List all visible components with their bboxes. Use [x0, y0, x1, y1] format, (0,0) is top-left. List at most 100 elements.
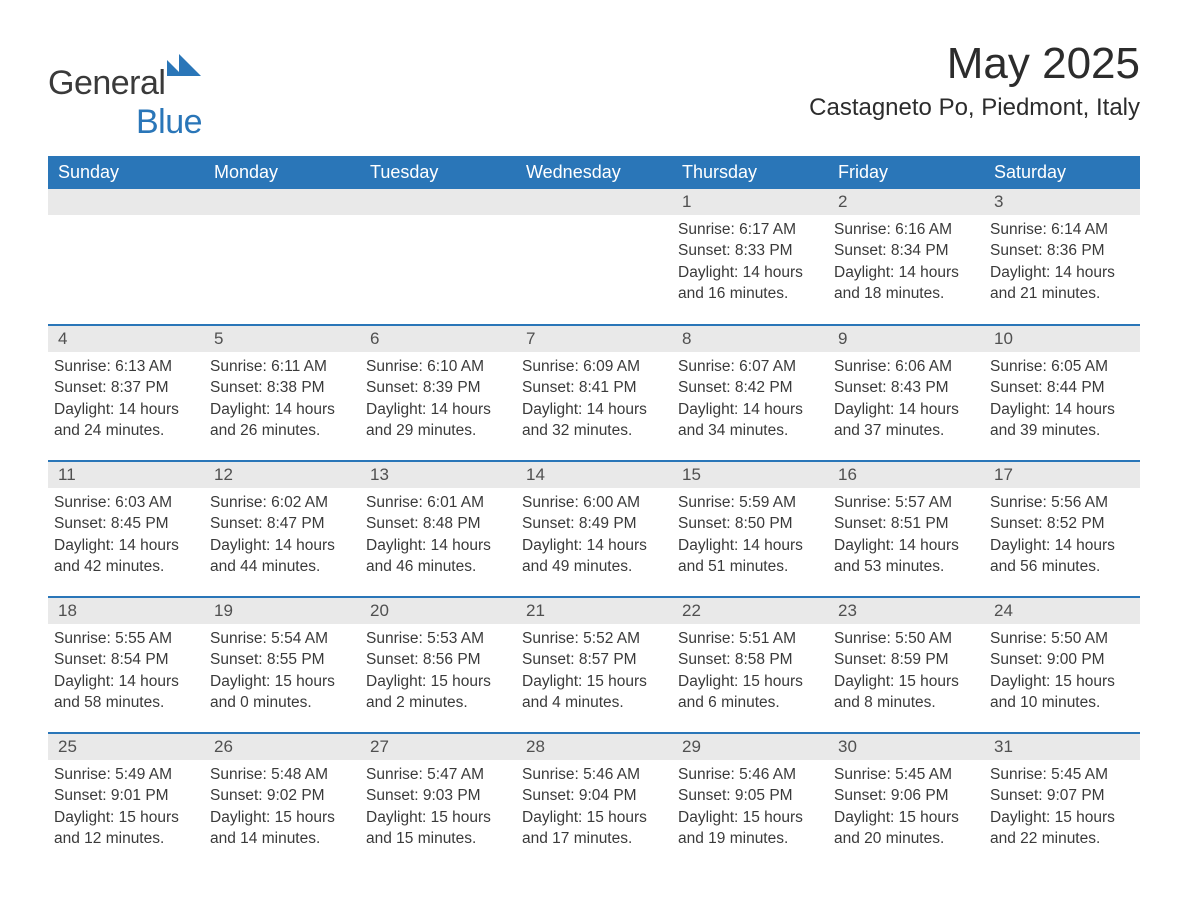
day-details: Sunrise: 5:46 AMSunset: 9:04 PMDaylight:…	[522, 764, 666, 850]
sunrise-line: Sunrise: 5:57 AM	[834, 492, 978, 513]
calendar-cell: 19Sunrise: 5:54 AMSunset: 8:55 PMDayligh…	[204, 597, 360, 733]
day-number: 18	[48, 598, 204, 624]
day-details: Sunrise: 5:47 AMSunset: 9:03 PMDaylight:…	[366, 764, 510, 850]
calendar-week-row: 4Sunrise: 6:13 AMSunset: 8:37 PMDaylight…	[48, 325, 1140, 461]
calendar-cell: 4Sunrise: 6:13 AMSunset: 8:37 PMDaylight…	[48, 325, 204, 461]
day-number: 3	[984, 189, 1140, 215]
sunset-line: Sunset: 8:54 PM	[54, 649, 198, 670]
sunset-line: Sunset: 8:57 PM	[522, 649, 666, 670]
calendar-header-row: Sunday Monday Tuesday Wednesday Thursday…	[48, 156, 1140, 189]
sunrise-line: Sunrise: 5:46 AM	[522, 764, 666, 785]
sunset-line: Sunset: 8:42 PM	[678, 377, 822, 398]
day-details: Sunrise: 5:45 AMSunset: 9:06 PMDaylight:…	[834, 764, 978, 850]
day-number: 5	[204, 326, 360, 352]
day-number: 14	[516, 462, 672, 488]
daylight-line: Daylight: 14 hours and 32 minutes.	[522, 399, 666, 442]
sunrise-line: Sunrise: 5:52 AM	[522, 628, 666, 649]
day-number: 9	[828, 326, 984, 352]
calendar-cell: 23Sunrise: 5:50 AMSunset: 8:59 PMDayligh…	[828, 597, 984, 733]
sunset-line: Sunset: 9:06 PM	[834, 785, 978, 806]
day-number: 7	[516, 326, 672, 352]
day-number: 13	[360, 462, 516, 488]
day-number: 1	[672, 189, 828, 215]
day-number: 6	[360, 326, 516, 352]
calendar-cell: 17Sunrise: 5:56 AMSunset: 8:52 PMDayligh…	[984, 461, 1140, 597]
sunset-line: Sunset: 9:02 PM	[210, 785, 354, 806]
calendar-table: Sunday Monday Tuesday Wednesday Thursday…	[48, 156, 1140, 869]
calendar-cell: 15Sunrise: 5:59 AMSunset: 8:50 PMDayligh…	[672, 461, 828, 597]
day-details: Sunrise: 5:51 AMSunset: 8:58 PMDaylight:…	[678, 628, 822, 714]
day-number: 20	[360, 598, 516, 624]
daylight-line: Daylight: 14 hours and 37 minutes.	[834, 399, 978, 442]
day-details: Sunrise: 5:46 AMSunset: 9:05 PMDaylight:…	[678, 764, 822, 850]
calendar-cell: 3Sunrise: 6:14 AMSunset: 8:36 PMDaylight…	[984, 189, 1140, 325]
calendar-cell: 16Sunrise: 5:57 AMSunset: 8:51 PMDayligh…	[828, 461, 984, 597]
calendar-cell: 22 Sunrise: 5:51 AMSunset: 8:58 PMDayligh…	[672, 597, 828, 733]
sunrise-line: Sunrise: 5:55 AM	[54, 628, 198, 649]
day-number: 22	[672, 598, 828, 624]
daylight-line: Daylight: 14 hours and 21 minutes.	[990, 262, 1134, 305]
calendar-cell: 31Sunrise: 5:45 AMSunset: 9:07 PMDayligh…	[984, 733, 1140, 869]
sunrise-line: Sunrise: 5:50 AM	[834, 628, 978, 649]
daylight-line: Daylight: 14 hours and 34 minutes.	[678, 399, 822, 442]
dayheader-saturday: Saturday	[984, 156, 1140, 189]
day-details: Sunrise: 5:48 AMSunset: 9:02 PMDaylight:…	[210, 764, 354, 850]
sunset-line: Sunset: 8:49 PM	[522, 513, 666, 534]
calendar-body: 1Sunrise: 6:17 AMSunset: 8:33 PMDaylight…	[48, 189, 1140, 869]
sunset-line: Sunset: 8:34 PM	[834, 240, 978, 261]
sunset-line: Sunset: 9:04 PM	[522, 785, 666, 806]
sunset-line: Sunset: 8:47 PM	[210, 513, 354, 534]
calendar-cell: 25Sunrise: 5:49 AMSunset: 9:01 PMDayligh…	[48, 733, 204, 869]
sunset-line: Sunset: 8:45 PM	[54, 513, 198, 534]
daylight-line: Daylight: 14 hours and 56 minutes.	[990, 535, 1134, 578]
calendar-cell: 1Sunrise: 6:17 AMSunset: 8:33 PMDaylight…	[672, 189, 828, 325]
day-details: Sunrise: 6:09 AMSunset: 8:41 PMDaylight:…	[522, 356, 666, 442]
sunrise-line: Sunrise: 6:17 AM	[678, 219, 822, 240]
sunrise-line: Sunrise: 5:56 AM	[990, 492, 1134, 513]
sunset-line: Sunset: 8:56 PM	[366, 649, 510, 670]
calendar-week-row: 18 Sunrise: 5:55 AMSunset: 8:54 PM Dayligh…	[48, 597, 1140, 733]
sunset-line: Sunset: 8:55 PM	[210, 649, 354, 670]
sunrise-line: Sunrise: 6:13 AM	[54, 356, 198, 377]
sunrise-line: Sunrise: 6:07 AM	[678, 356, 822, 377]
calendar-cell: 30Sunrise: 5:45 AMSunset: 9:06 PMDayligh…	[828, 733, 984, 869]
calendar-cell: 14 Sunrise: 6:00 AMSunset: 8:49 PMDayligh…	[516, 461, 672, 597]
daylight-line: Daylight: 15 hours and 6 minutes.	[678, 671, 822, 714]
daylight-line: Daylight: 14 hours and 44 minutes.	[210, 535, 354, 578]
calendar-cell	[516, 189, 672, 325]
calendar-cell: 8 Sunrise: 6:07 AMSunset: 8:42 PMDaylight…	[672, 325, 828, 461]
daylight-line: Daylight: 14 hours and 42 minutes.	[54, 535, 198, 578]
calendar-cell: 13Sunrise: 6:01 AMSunset: 8:48 PMDayligh…	[360, 461, 516, 597]
day-details: Sunrise: 6:02 AMSunset: 8:47 PMDaylight:…	[210, 492, 354, 578]
day-details: Sunrise: 6:16 AMSunset: 8:34 PMDaylight:…	[834, 219, 978, 305]
calendar-cell	[48, 189, 204, 325]
daylight-line: Daylight: 15 hours and 14 minutes.	[210, 807, 354, 850]
location-subtitle: Castagneto Po, Piedmont, Italy	[809, 94, 1140, 122]
daylight-line: Daylight: 14 hours and 53 minutes.	[834, 535, 978, 578]
sunset-line: Sunset: 8:50 PM	[678, 513, 822, 534]
dayheader-monday: Monday	[204, 156, 360, 189]
day-details: Sunrise: 6:00 AMSunset: 8:49 PMDaylight:…	[522, 492, 666, 578]
day-details: Sunrise: 5:50 AMSunset: 8:59 PMDaylight:…	[834, 628, 978, 714]
day-number: 8	[672, 326, 828, 352]
day-number: 21	[516, 598, 672, 624]
day-number: 2	[828, 189, 984, 215]
day-details: Sunrise: 5:53 AMSunset: 8:56 PMDaylight:…	[366, 628, 510, 714]
day-number: 12	[204, 462, 360, 488]
day-number: 16	[828, 462, 984, 488]
daylight-line: Daylight: 14 hours and 49 minutes.	[522, 535, 666, 578]
day-details: Sunrise: 5:59 AMSunset: 8:50 PMDaylight:…	[678, 492, 822, 578]
sunset-line: Sunset: 8:58 PM	[678, 649, 822, 670]
calendar-cell: 24Sunrise: 5:50 AMSunset: 9:00 PMDayligh…	[984, 597, 1140, 733]
sunset-line: Sunset: 8:59 PM	[834, 649, 978, 670]
calendar-cell: 18Sunrise: 5:55 AMSunset: 8:54 PMDayligh…	[48, 597, 204, 733]
day-number	[204, 189, 360, 215]
sunset-line: Sunset: 8:38 PM	[210, 377, 354, 398]
brand-part2: Blue	[48, 103, 202, 141]
day-number: 19	[204, 598, 360, 624]
day-number: 28	[516, 734, 672, 760]
sunrise-line: Sunrise: 6:01 AM	[366, 492, 510, 513]
day-details: Sunrise: 5:45 AMSunset: 9:07 PMDaylight:…	[990, 764, 1134, 850]
daylight-line: Daylight: 15 hours and 4 minutes.	[522, 671, 666, 714]
calendar-cell: 2 Sunrise: 6:16 AMSunset: 8:34 PMDaylight…	[828, 189, 984, 325]
